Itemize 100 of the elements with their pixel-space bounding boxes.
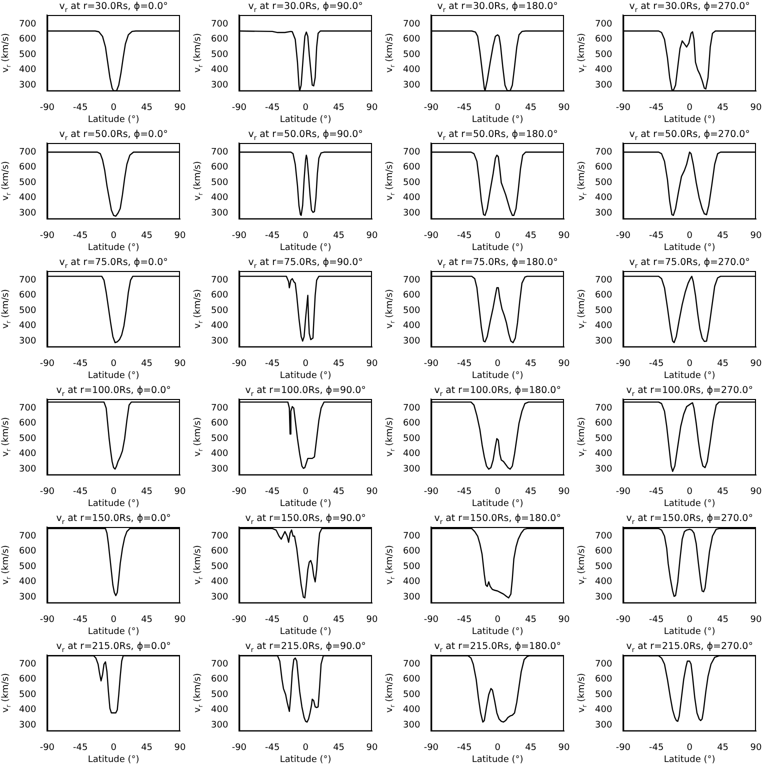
x-tick-label: 90 xyxy=(366,102,378,113)
y-tick-label: 400 xyxy=(18,193,36,204)
x-tick-label: 90 xyxy=(750,486,762,497)
x-tick-label: 0 xyxy=(494,102,501,113)
x-tick-label: -90 xyxy=(232,742,247,753)
y-tick-label: 600 xyxy=(402,546,420,557)
chart-title: v$_{r}$ at r=50.0Rs, ϕ=0.0° xyxy=(58,129,169,144)
x-tick-label: 0 xyxy=(494,614,501,625)
x-tick-label: 45 xyxy=(525,102,537,113)
x-axis-title: Latitude (°) xyxy=(278,499,332,510)
x-axis-title: Latitude (°) xyxy=(662,627,716,638)
x-axis-title: Latitude (°) xyxy=(278,115,332,126)
y-tick-label: 600 xyxy=(402,674,420,685)
x-tick-label: 90 xyxy=(366,358,378,369)
y-tick-label: 300 xyxy=(594,464,612,474)
y-tick-label: 700 xyxy=(18,19,36,30)
x-tick-label: 0 xyxy=(110,358,117,369)
y-tick-label: 400 xyxy=(210,449,228,460)
x-tick-label: -90 xyxy=(424,614,439,625)
y-tick-label: 700 xyxy=(594,659,612,670)
y-tick-label: 600 xyxy=(594,418,612,429)
x-tick-label: -45 xyxy=(649,102,664,113)
x-tick-label: 45 xyxy=(333,102,345,113)
x-tick-label: 90 xyxy=(558,486,570,497)
x-tick-label: 0 xyxy=(302,486,309,497)
x-tick-label: 90 xyxy=(174,614,186,625)
x-tick-label: 0 xyxy=(302,614,309,625)
x-axis-title: Latitude (°) xyxy=(86,115,140,126)
y-tick-label: 500 xyxy=(210,562,228,572)
x-axis-title: Latitude (°) xyxy=(86,499,140,510)
y-tick-label: 600 xyxy=(210,418,228,429)
y-tick-label: 700 xyxy=(210,531,228,542)
y-tick-label: 300 xyxy=(594,336,612,346)
y-tick-label: 400 xyxy=(402,577,420,588)
y-tick-label: 300 xyxy=(18,80,36,90)
x-tick-label: 45 xyxy=(717,742,729,753)
y-tick-label: 700 xyxy=(402,403,420,414)
y-tick-label: 500 xyxy=(210,434,228,444)
x-axis-title: Latitude (°) xyxy=(662,499,716,510)
x-tick-label: -90 xyxy=(40,614,55,625)
y-tick-label: 500 xyxy=(594,562,612,572)
chart-title: v$_{r}$ at r=75.0Rs, ϕ=270.0° xyxy=(628,257,751,272)
x-tick-label: 45 xyxy=(717,230,729,241)
x-axis-title: Latitude (°) xyxy=(662,755,716,766)
y-tick-label: 400 xyxy=(210,577,228,588)
y-tick-label: 300 xyxy=(402,464,420,474)
x-tick-label: 90 xyxy=(174,102,186,113)
y-tick-label: 400 xyxy=(402,65,420,76)
y-tick-label: 300 xyxy=(594,720,612,730)
x-tick-label: -90 xyxy=(40,742,55,753)
y-tick-label: 500 xyxy=(594,434,612,444)
x-tick-label: 90 xyxy=(750,358,762,369)
y-tick-label: 700 xyxy=(18,403,36,414)
y-tick-label: 700 xyxy=(594,275,612,286)
y-tick-label: 700 xyxy=(210,147,228,158)
x-tick-label: 45 xyxy=(333,742,345,753)
y-tick-label: 700 xyxy=(210,19,228,30)
x-tick-label: 0 xyxy=(302,742,309,753)
chart-title: v$_{r}$ at r=50.0Rs, ϕ=90.0° xyxy=(247,129,364,144)
x-tick-label: 45 xyxy=(525,486,537,497)
x-axis-title: Latitude (°) xyxy=(662,243,716,254)
y-tick-label: 400 xyxy=(210,705,228,716)
x-tick-label: 0 xyxy=(686,742,693,753)
x-tick-label: -45 xyxy=(457,614,472,625)
y-tick-label: 700 xyxy=(402,275,420,286)
x-axis-title: Latitude (°) xyxy=(278,627,332,638)
y-tick-label: 300 xyxy=(402,720,420,730)
x-tick-label: 0 xyxy=(686,358,693,369)
y-tick-label: 400 xyxy=(18,321,36,332)
x-tick-label: -90 xyxy=(616,102,631,113)
x-tick-label: -45 xyxy=(649,230,664,241)
x-tick-label: 45 xyxy=(141,230,153,241)
x-tick-label: -45 xyxy=(265,358,280,369)
y-tick-label: 300 xyxy=(402,336,420,346)
chart-title: v$_{r}$ at r=100.0Rs, ϕ=180.0° xyxy=(433,385,562,400)
y-tick-label: 400 xyxy=(594,577,612,588)
x-axis-title: Latitude (°) xyxy=(278,243,332,254)
chart-title: v$_{r}$ at r=215.0Rs, ϕ=90.0° xyxy=(244,641,367,656)
y-tick-label: 400 xyxy=(594,449,612,460)
y-tick-label: 700 xyxy=(18,275,36,286)
x-tick-label: -90 xyxy=(232,230,247,241)
x-tick-label: 90 xyxy=(750,742,762,753)
x-tick-label: -90 xyxy=(424,102,439,113)
y-tick-label: 500 xyxy=(402,178,420,188)
x-tick-label: -45 xyxy=(649,742,664,753)
x-tick-label: 90 xyxy=(174,486,186,497)
x-tick-label: -45 xyxy=(265,102,280,113)
y-tick-label: 300 xyxy=(210,80,228,90)
x-axis-title: Latitude (°) xyxy=(470,627,524,638)
y-tick-label: 600 xyxy=(594,674,612,685)
y-tick-label: 300 xyxy=(402,208,420,218)
x-axis-title: Latitude (°) xyxy=(662,371,716,382)
x-tick-label: 45 xyxy=(141,614,153,625)
y-tick-label: 400 xyxy=(594,705,612,716)
y-tick-label: 700 xyxy=(18,531,36,542)
x-tick-label: -45 xyxy=(265,230,280,241)
chart-title: v$_{r}$ at r=150.0Rs, ϕ=180.0° xyxy=(433,513,562,528)
y-tick-label: 300 xyxy=(18,464,36,474)
x-tick-label: -45 xyxy=(457,102,472,113)
x-tick-label: 45 xyxy=(717,614,729,625)
